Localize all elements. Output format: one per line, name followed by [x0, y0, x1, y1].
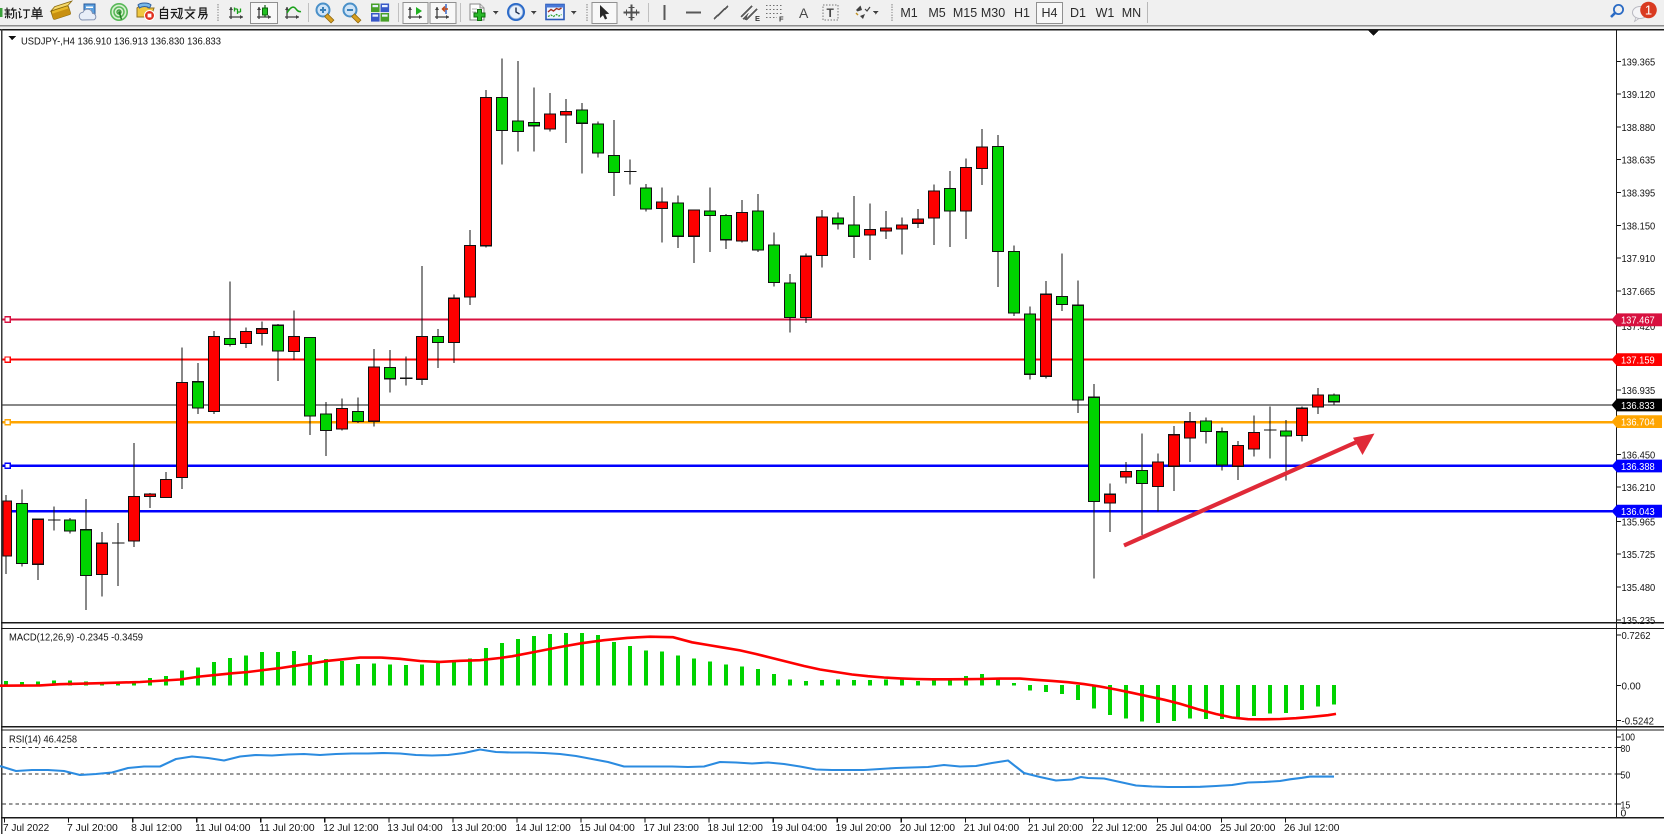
svg-text:136.388: 136.388 [1621, 462, 1655, 473]
svg-text:137.665: 137.665 [1622, 287, 1656, 298]
svg-text:135.965: 135.965 [1622, 517, 1656, 528]
svg-text:MACD(12,26,9) -0.2345 -0.3459: MACD(12,26,9) -0.2345 -0.3459 [9, 633, 143, 644]
svg-text:8 Jul 12:00: 8 Jul 12:00 [131, 823, 182, 834]
svg-text:20 Jul 12:00: 20 Jul 12:00 [900, 823, 956, 834]
svg-text:17 Jul 23:00: 17 Jul 23:00 [644, 823, 700, 834]
svg-text:13 Jul 20:00: 13 Jul 20:00 [451, 823, 507, 834]
svg-text:H1: H1 [1014, 6, 1030, 20]
svg-text:50: 50 [1621, 771, 1631, 782]
svg-text:100: 100 [1621, 733, 1636, 744]
svg-text:13 Jul 04:00: 13 Jul 04:00 [387, 823, 443, 834]
svg-text:M30: M30 [981, 6, 1005, 20]
svg-text:7 Jul 2022: 7 Jul 2022 [3, 823, 49, 834]
svg-text:7 Jul 20:00: 7 Jul 20:00 [67, 823, 118, 834]
svg-text:136.833: 136.833 [1621, 401, 1655, 412]
svg-text:135.235: 135.235 [1622, 616, 1656, 627]
svg-text:139.120: 139.120 [1622, 90, 1656, 101]
svg-text:19 Jul 04:00: 19 Jul 04:00 [772, 823, 828, 834]
svg-text:A: A [799, 5, 809, 21]
svg-text:136.704: 136.704 [1621, 418, 1655, 429]
svg-text:137.420: 137.420 [1622, 322, 1656, 333]
svg-text:1: 1 [1645, 3, 1652, 18]
svg-text:135.725: 135.725 [1622, 550, 1656, 561]
svg-text:D1: D1 [1070, 6, 1086, 20]
svg-text:136.210: 136.210 [1622, 483, 1656, 494]
svg-text:137.159: 137.159 [1621, 356, 1655, 367]
svg-text:136.450: 136.450 [1622, 451, 1656, 462]
svg-text:11 Jul 20:00: 11 Jul 20:00 [259, 823, 315, 834]
svg-text:E: E [755, 14, 760, 23]
svg-text:T: T [827, 6, 835, 20]
svg-text:15 Jul 04:00: 15 Jul 04:00 [579, 823, 635, 834]
svg-text:USDJPY-,H4 136.910 136.913 13: USDJPY-,H4 136.910 136.913 136.830 136.8… [21, 37, 221, 48]
svg-text:137.910: 137.910 [1622, 254, 1656, 265]
svg-text:26 Jul 12:00: 26 Jul 12:00 [1284, 823, 1340, 834]
svg-text:M15: M15 [953, 6, 977, 20]
svg-text:25 Jul 04:00: 25 Jul 04:00 [1156, 823, 1212, 834]
svg-text:F: F [779, 15, 784, 24]
svg-text:138.880: 138.880 [1622, 123, 1656, 134]
svg-text:0.7262: 0.7262 [1622, 631, 1651, 642]
svg-text:137.467: 137.467 [1621, 316, 1655, 327]
svg-text:-0.5242: -0.5242 [1622, 717, 1655, 728]
svg-text:RSI(14) 46.4258: RSI(14) 46.4258 [9, 735, 77, 746]
svg-text:M5: M5 [928, 6, 945, 20]
svg-text:139.365: 139.365 [1622, 57, 1656, 68]
svg-text:136.043: 136.043 [1621, 507, 1655, 518]
svg-text:MN: MN [1122, 6, 1141, 20]
svg-text:22 Jul 12:00: 22 Jul 12:00 [1092, 823, 1148, 834]
svg-text:135.480: 135.480 [1622, 583, 1656, 594]
svg-text:0: 0 [1621, 808, 1627, 819]
svg-text:W1: W1 [1096, 6, 1115, 20]
svg-text:14 Jul 12:00: 14 Jul 12:00 [515, 823, 571, 834]
svg-text:15: 15 [1621, 800, 1631, 811]
svg-text:0.00: 0.00 [1622, 681, 1641, 692]
svg-text:21 Jul 04:00: 21 Jul 04:00 [964, 823, 1020, 834]
svg-text:138.150: 138.150 [1622, 221, 1656, 232]
svg-text:80: 80 [1621, 744, 1631, 755]
svg-text:25 Jul 20:00: 25 Jul 20:00 [1220, 823, 1276, 834]
svg-text:138.395: 138.395 [1622, 189, 1656, 200]
svg-text:19 Jul 20:00: 19 Jul 20:00 [836, 823, 892, 834]
svg-text:136.935: 136.935 [1622, 386, 1656, 397]
svg-text:21 Jul 20:00: 21 Jul 20:00 [1028, 823, 1084, 834]
svg-text:H4: H4 [1042, 6, 1058, 20]
svg-text:12 Jul 12:00: 12 Jul 12:00 [323, 823, 379, 834]
svg-text:18 Jul 12:00: 18 Jul 12:00 [708, 823, 764, 834]
svg-text:138.635: 138.635 [1622, 156, 1656, 167]
svg-text:M1: M1 [900, 6, 917, 20]
svg-text:11 Jul 04:00: 11 Jul 04:00 [195, 823, 251, 834]
